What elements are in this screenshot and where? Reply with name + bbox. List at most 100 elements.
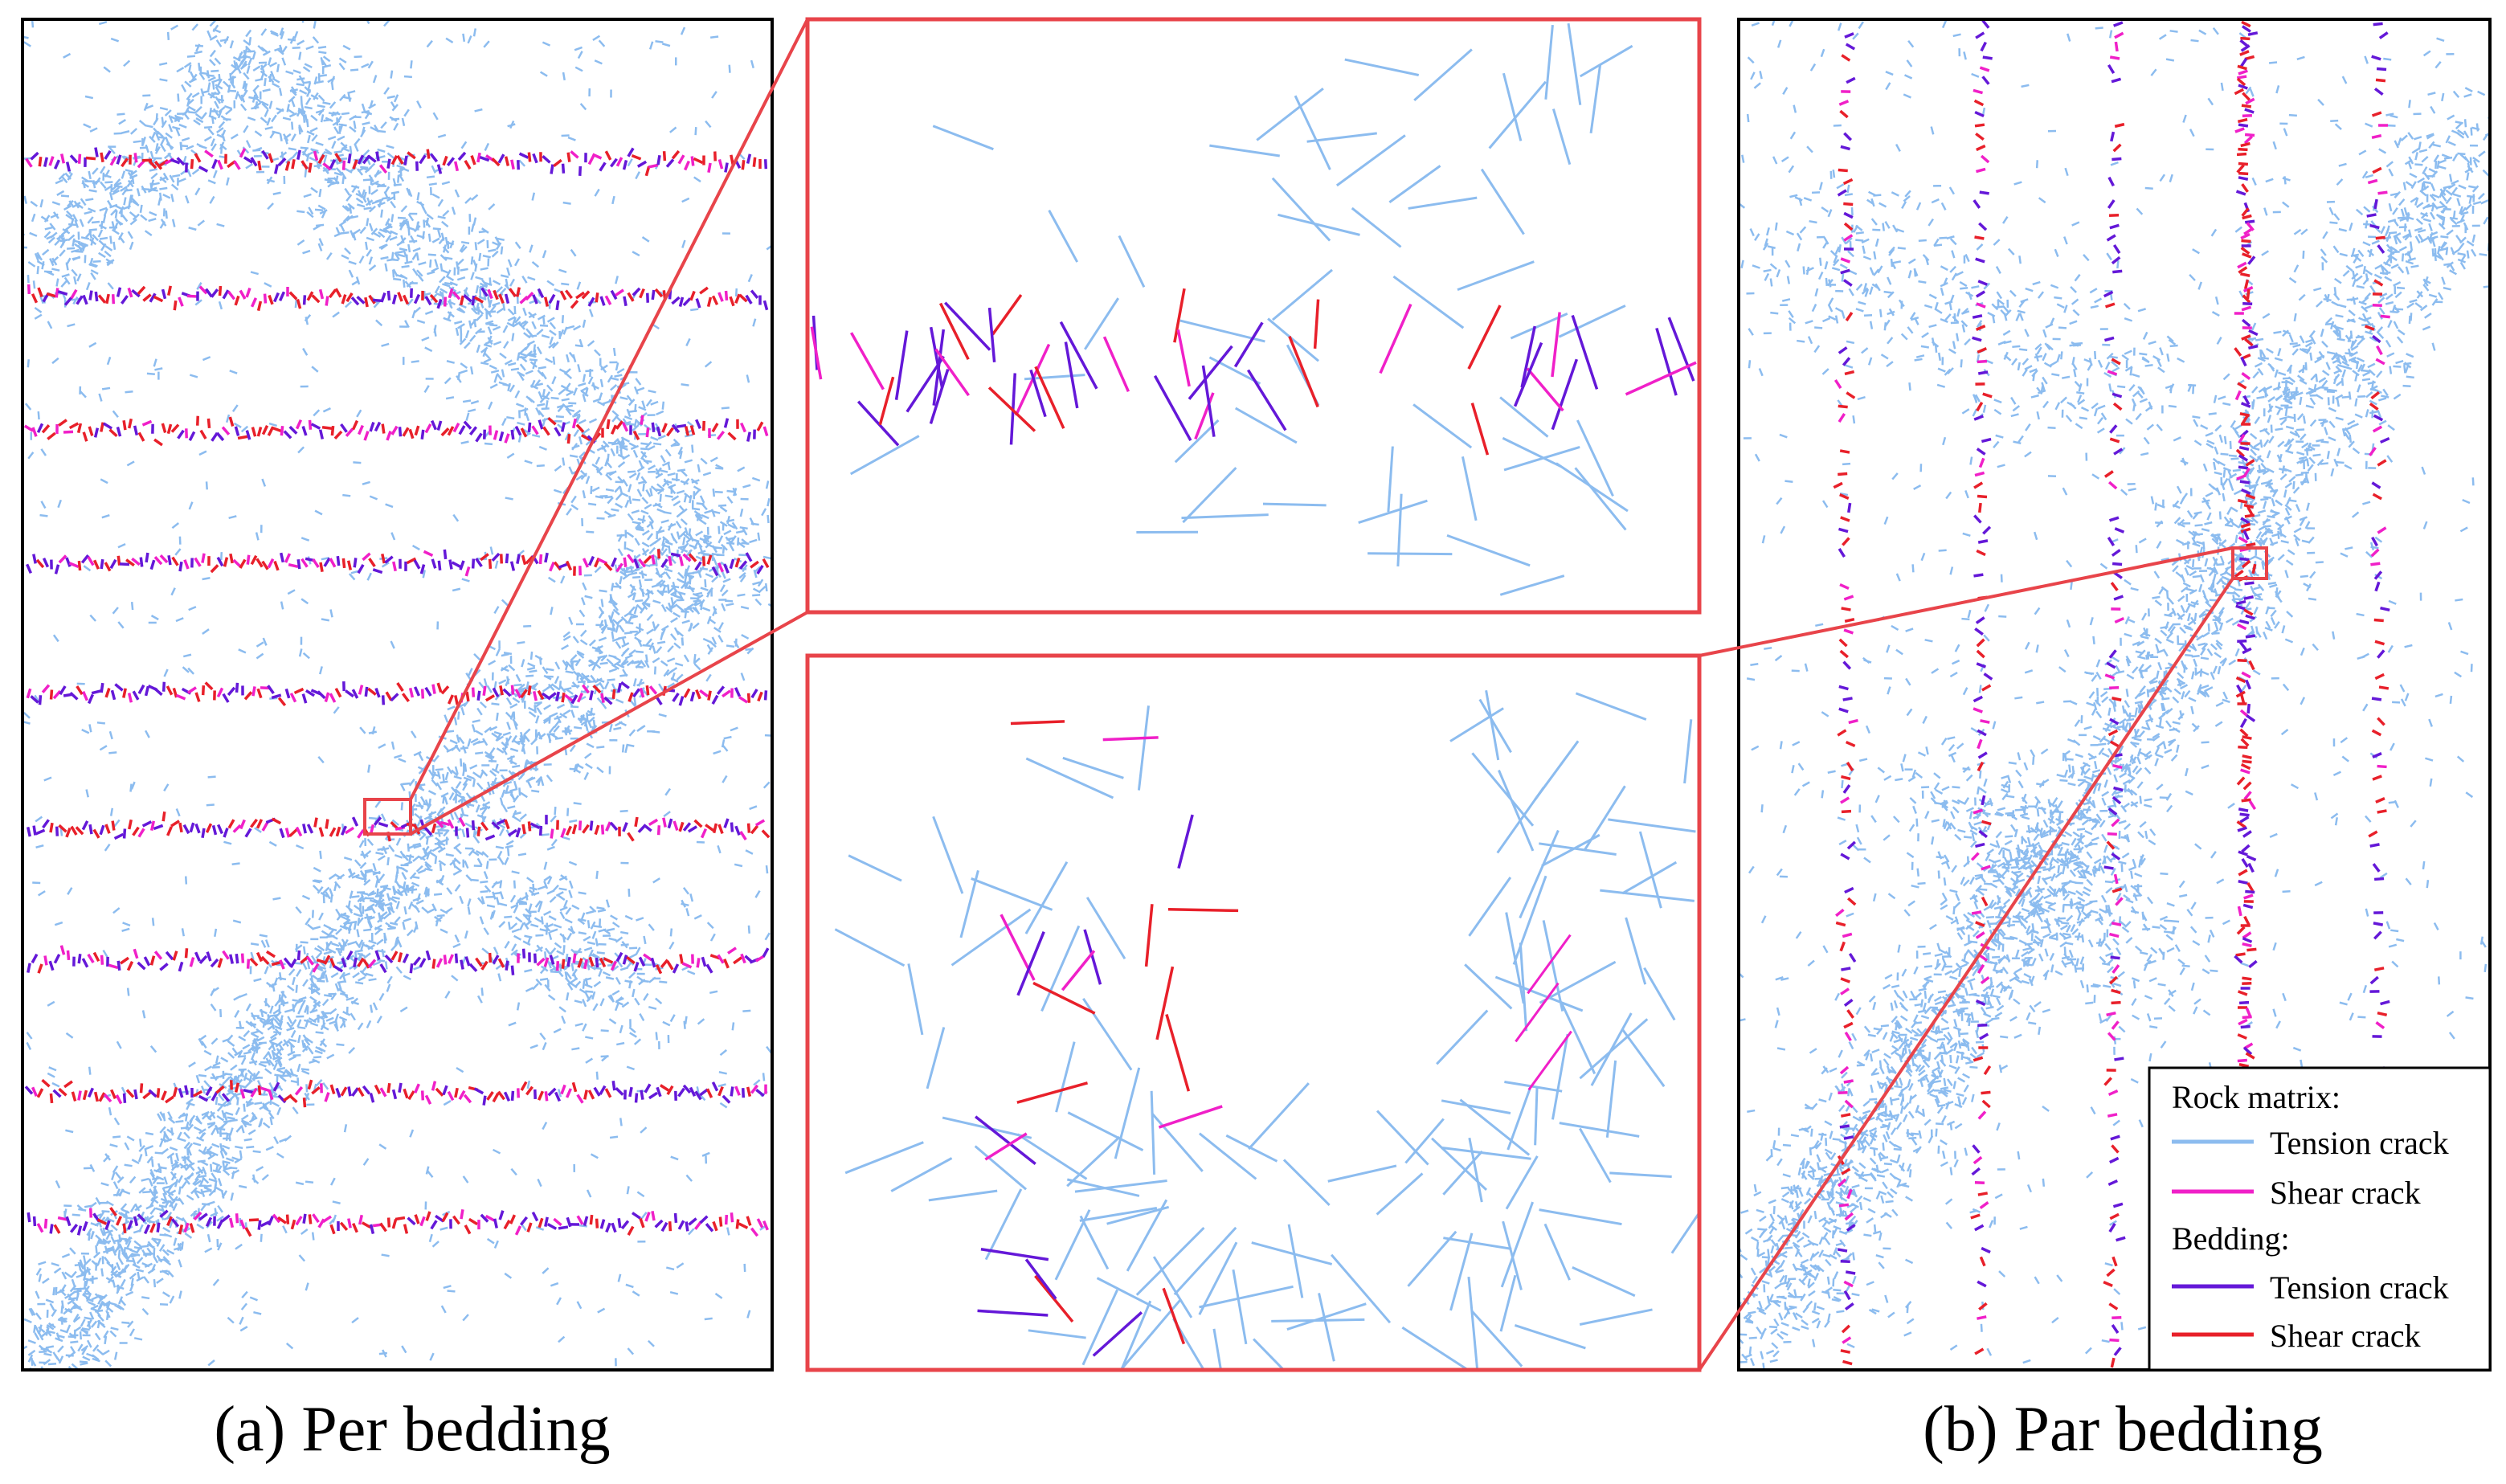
- crack: [304, 1038, 311, 1046]
- crack: [313, 76, 318, 85]
- crack: [237, 51, 243, 59]
- crack: [499, 288, 507, 296]
- crack: [97, 294, 107, 304]
- crack: [506, 848, 510, 856]
- crack: [67, 234, 76, 242]
- crack: [321, 999, 329, 1007]
- crack: [347, 202, 355, 210]
- crack: [483, 343, 493, 348]
- crack: [194, 50, 202, 55]
- crack: [521, 659, 525, 668]
- crack: [43, 1352, 52, 1356]
- crack: [500, 246, 504, 255]
- crack: [632, 575, 641, 579]
- crack: [51, 256, 59, 264]
- crack: [35, 816, 43, 823]
- crack: [333, 881, 341, 889]
- crack: [139, 204, 143, 214]
- crack: [311, 294, 321, 304]
- crack: [597, 400, 606, 407]
- crack: [610, 914, 618, 921]
- crack: [426, 149, 431, 159]
- crack: [358, 840, 365, 848]
- crack: [648, 546, 656, 554]
- crack: [553, 489, 562, 494]
- crack: [351, 185, 360, 189]
- crack: [104, 169, 110, 178]
- crack: [493, 946, 499, 955]
- crack: [133, 1245, 143, 1250]
- crack: [212, 1061, 221, 1067]
- crack: [712, 489, 716, 497]
- crack: [376, 1015, 382, 1024]
- crack: [362, 178, 371, 182]
- crack: [72, 296, 79, 305]
- crack: [161, 1200, 171, 1204]
- crack: [703, 535, 712, 541]
- crack: [527, 276, 536, 281]
- crack: [593, 967, 602, 970]
- crack: [717, 535, 724, 544]
- crack: [126, 1135, 135, 1142]
- crack: [31, 213, 36, 223]
- crack: [560, 575, 566, 584]
- crack: [488, 203, 496, 211]
- crack: [233, 160, 241, 170]
- crack: [627, 592, 636, 599]
- crack: [281, 45, 288, 54]
- crack: [360, 853, 369, 857]
- crack: [696, 502, 705, 505]
- crack: [303, 193, 312, 198]
- crack: [227, 1133, 231, 1142]
- crack: [404, 320, 410, 329]
- crack: [481, 947, 489, 955]
- crack: [92, 167, 99, 175]
- crack: [390, 155, 399, 166]
- crack: [633, 697, 637, 706]
- crack: [647, 445, 656, 451]
- crack: [660, 455, 666, 464]
- crack: [641, 515, 645, 524]
- crack: [562, 72, 566, 81]
- crack: [451, 769, 459, 777]
- crack: [554, 942, 562, 949]
- crack: [412, 247, 421, 252]
- crack: [574, 1000, 583, 1004]
- crack: [694, 127, 697, 136]
- crack: [335, 908, 341, 917]
- crack: [204, 1247, 213, 1253]
- crack: [204, 1065, 213, 1072]
- crack: [40, 448, 47, 456]
- crack: [590, 921, 596, 930]
- crack: [647, 1339, 655, 1347]
- crack: [754, 566, 762, 574]
- crack: [546, 668, 554, 672]
- crack: [719, 584, 726, 593]
- crack: [325, 974, 329, 983]
- crack: [145, 124, 153, 129]
- crack: [711, 545, 718, 554]
- crack: [702, 539, 711, 546]
- crack: [582, 394, 587, 403]
- crack: [575, 291, 585, 300]
- crack: [239, 148, 247, 158]
- crack: [537, 403, 546, 407]
- crack: [230, 67, 238, 76]
- crack: [149, 150, 154, 160]
- crack: [36, 260, 45, 267]
- crack: [403, 75, 412, 79]
- crack: [371, 200, 380, 205]
- crack: [116, 1286, 121, 1294]
- crack: [125, 1290, 134, 1297]
- crack: [403, 975, 411, 980]
- crack: [367, 764, 371, 773]
- crack: [272, 1008, 281, 1015]
- crack: [67, 1297, 77, 1301]
- crack: [562, 403, 570, 411]
- crack: [483, 358, 492, 364]
- crack: [329, 934, 338, 940]
- crack: [47, 431, 56, 440]
- crack: [381, 562, 390, 568]
- crack: [310, 94, 319, 100]
- crack: [513, 880, 517, 889]
